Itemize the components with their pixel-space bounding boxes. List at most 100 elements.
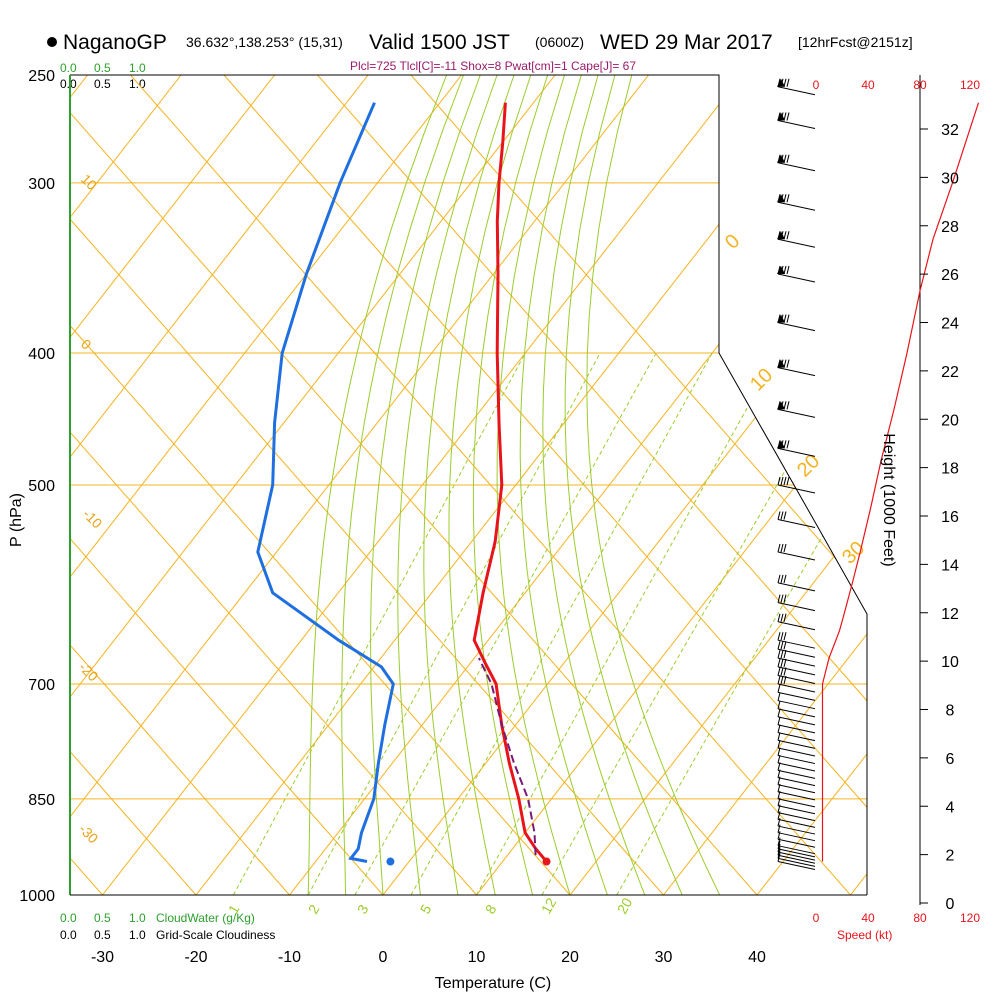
isotherm-label: 10: [746, 364, 777, 395]
barb-flag: [777, 675, 781, 685]
barb-flag: [783, 632, 787, 641]
moist-adiabat-line: [397, 75, 498, 895]
wind-barb: [777, 649, 816, 667]
wind-barbs: [777, 78, 816, 871]
barb-flag: [780, 667, 784, 676]
background-lines: [0, 75, 867, 895]
moist-adiabat-line: [448, 75, 532, 895]
barb-staff: [777, 367, 816, 377]
barb-flag: [786, 154, 790, 163]
barb-flag: [777, 850, 781, 859]
mixing-ratio-line: [307, 352, 601, 895]
barb-flag: [777, 543, 781, 553]
mixing-ratio-label: 2: [305, 902, 323, 917]
barb-flag: [783, 574, 787, 584]
barb-staff: [777, 791, 816, 801]
barb-staff: [777, 273, 816, 283]
barb-staff: [777, 648, 816, 658]
barb-staff: [777, 691, 816, 701]
barb-staff: [777, 675, 816, 685]
temperature-axis: -30 -20 -10 0 10 20 30 40: [91, 949, 766, 966]
barb-flag: [783, 594, 787, 603]
wind-barb: [777, 401, 816, 418]
barb-flag: [786, 401, 790, 410]
dry-adiabat-line: [70, 75, 571, 895]
isotherm-line: [663, 75, 867, 895]
barb-pennant: [777, 440, 785, 449]
wind-barb: [777, 594, 816, 612]
wind-barb: [777, 194, 816, 211]
forecast-info: [12hrFcst@2151z]: [798, 34, 913, 50]
wind-barb: [777, 78, 816, 96]
barb-staff: [777, 851, 816, 861]
dry-adiabat-label: -30: [76, 821, 102, 847]
height-tick-label: 16: [941, 509, 959, 526]
barb-staff: [777, 708, 816, 718]
pressure-tick-label: 300: [28, 176, 55, 193]
isotherm-line: [70, 75, 369, 895]
valid-zulu: (0600Z): [535, 34, 584, 50]
height-tick-label: 6: [946, 751, 955, 768]
cloud-green-tick: 1.0: [129, 911, 146, 925]
barb-flag: [786, 265, 790, 275]
isotherm-line: [70, 75, 462, 895]
isotherm-line: [70, 75, 182, 895]
barb-pennant: [777, 154, 785, 163]
dry-adiabat-line: [410, 75, 867, 895]
barb-flag: [783, 649, 787, 659]
temperature-tick-label: -20: [184, 949, 207, 966]
barb-staff: [777, 408, 816, 418]
wind-barb: [777, 658, 816, 676]
height-tick-label: 28: [941, 219, 959, 236]
surface-dewpoint-marker: [386, 857, 395, 866]
barb-flag: [780, 649, 784, 659]
wind-barb: [777, 632, 816, 649]
height-tick-label: 8: [946, 703, 955, 720]
surface-temperature-marker: [542, 857, 551, 866]
station-dot-icon: [47, 37, 57, 47]
dry-adiabat-line: [0, 75, 9, 895]
barb-flag: [786, 440, 790, 449]
barb-staff: [777, 238, 816, 248]
dry-adiabat-line: [70, 75, 758, 895]
speed-tick-label: 120: [960, 911, 980, 925]
barb-pennant: [777, 314, 785, 323]
cloud-scale-top: 0.0 0.5 1.0 0.0 0.5 1.0: [60, 61, 146, 91]
cloud-water-label: CloudWater (g/Kg): [156, 911, 255, 925]
barb-staff: [777, 784, 816, 794]
barb-pennant: [777, 78, 785, 87]
barb-staff: [777, 724, 816, 734]
dry-adiabat-label: -20: [76, 659, 102, 685]
wind-barb: [777, 543, 816, 561]
height-tick-label: 32: [941, 122, 959, 139]
isotherm-line: [382, 75, 867, 895]
barb-pennant: [777, 112, 785, 121]
isotherm-label: 0: [721, 230, 744, 253]
chart-header: NaganoGP 36.632°,138.253° (15,31) Valid …: [47, 31, 913, 54]
barb-flag: [783, 641, 787, 650]
mixing-ratio-label: 8: [482, 902, 500, 917]
pressure-tick-label: 700: [28, 677, 55, 694]
height-tick-label: 0: [946, 896, 955, 913]
height-tick-label: 22: [941, 364, 959, 381]
moist-adiabat-line: [542, 75, 646, 895]
isotherm-line: [102, 75, 743, 895]
barb-flag: [777, 511, 781, 520]
barb-flag: [777, 847, 781, 856]
wind-barb: [777, 265, 816, 283]
dry-adiabat-line: [70, 75, 664, 895]
moist-adiabat-line: [341, 75, 464, 895]
plot-outline: [70, 74, 868, 895]
barb-staff: [777, 854, 816, 864]
moist-adiabat-line: [496, 75, 571, 895]
barb-staff: [777, 447, 816, 457]
barb-flag: [777, 692, 781, 701]
barb-staff: [777, 582, 816, 592]
dry-adiabat-line: [317, 75, 867, 895]
cloud-black-tick: 0.0: [60, 928, 77, 942]
mixing-ratio-label: 12: [538, 895, 560, 917]
pressure-tick-label: 250: [28, 68, 55, 85]
barb-flag: [780, 675, 784, 685]
wind-barb: [777, 850, 816, 867]
